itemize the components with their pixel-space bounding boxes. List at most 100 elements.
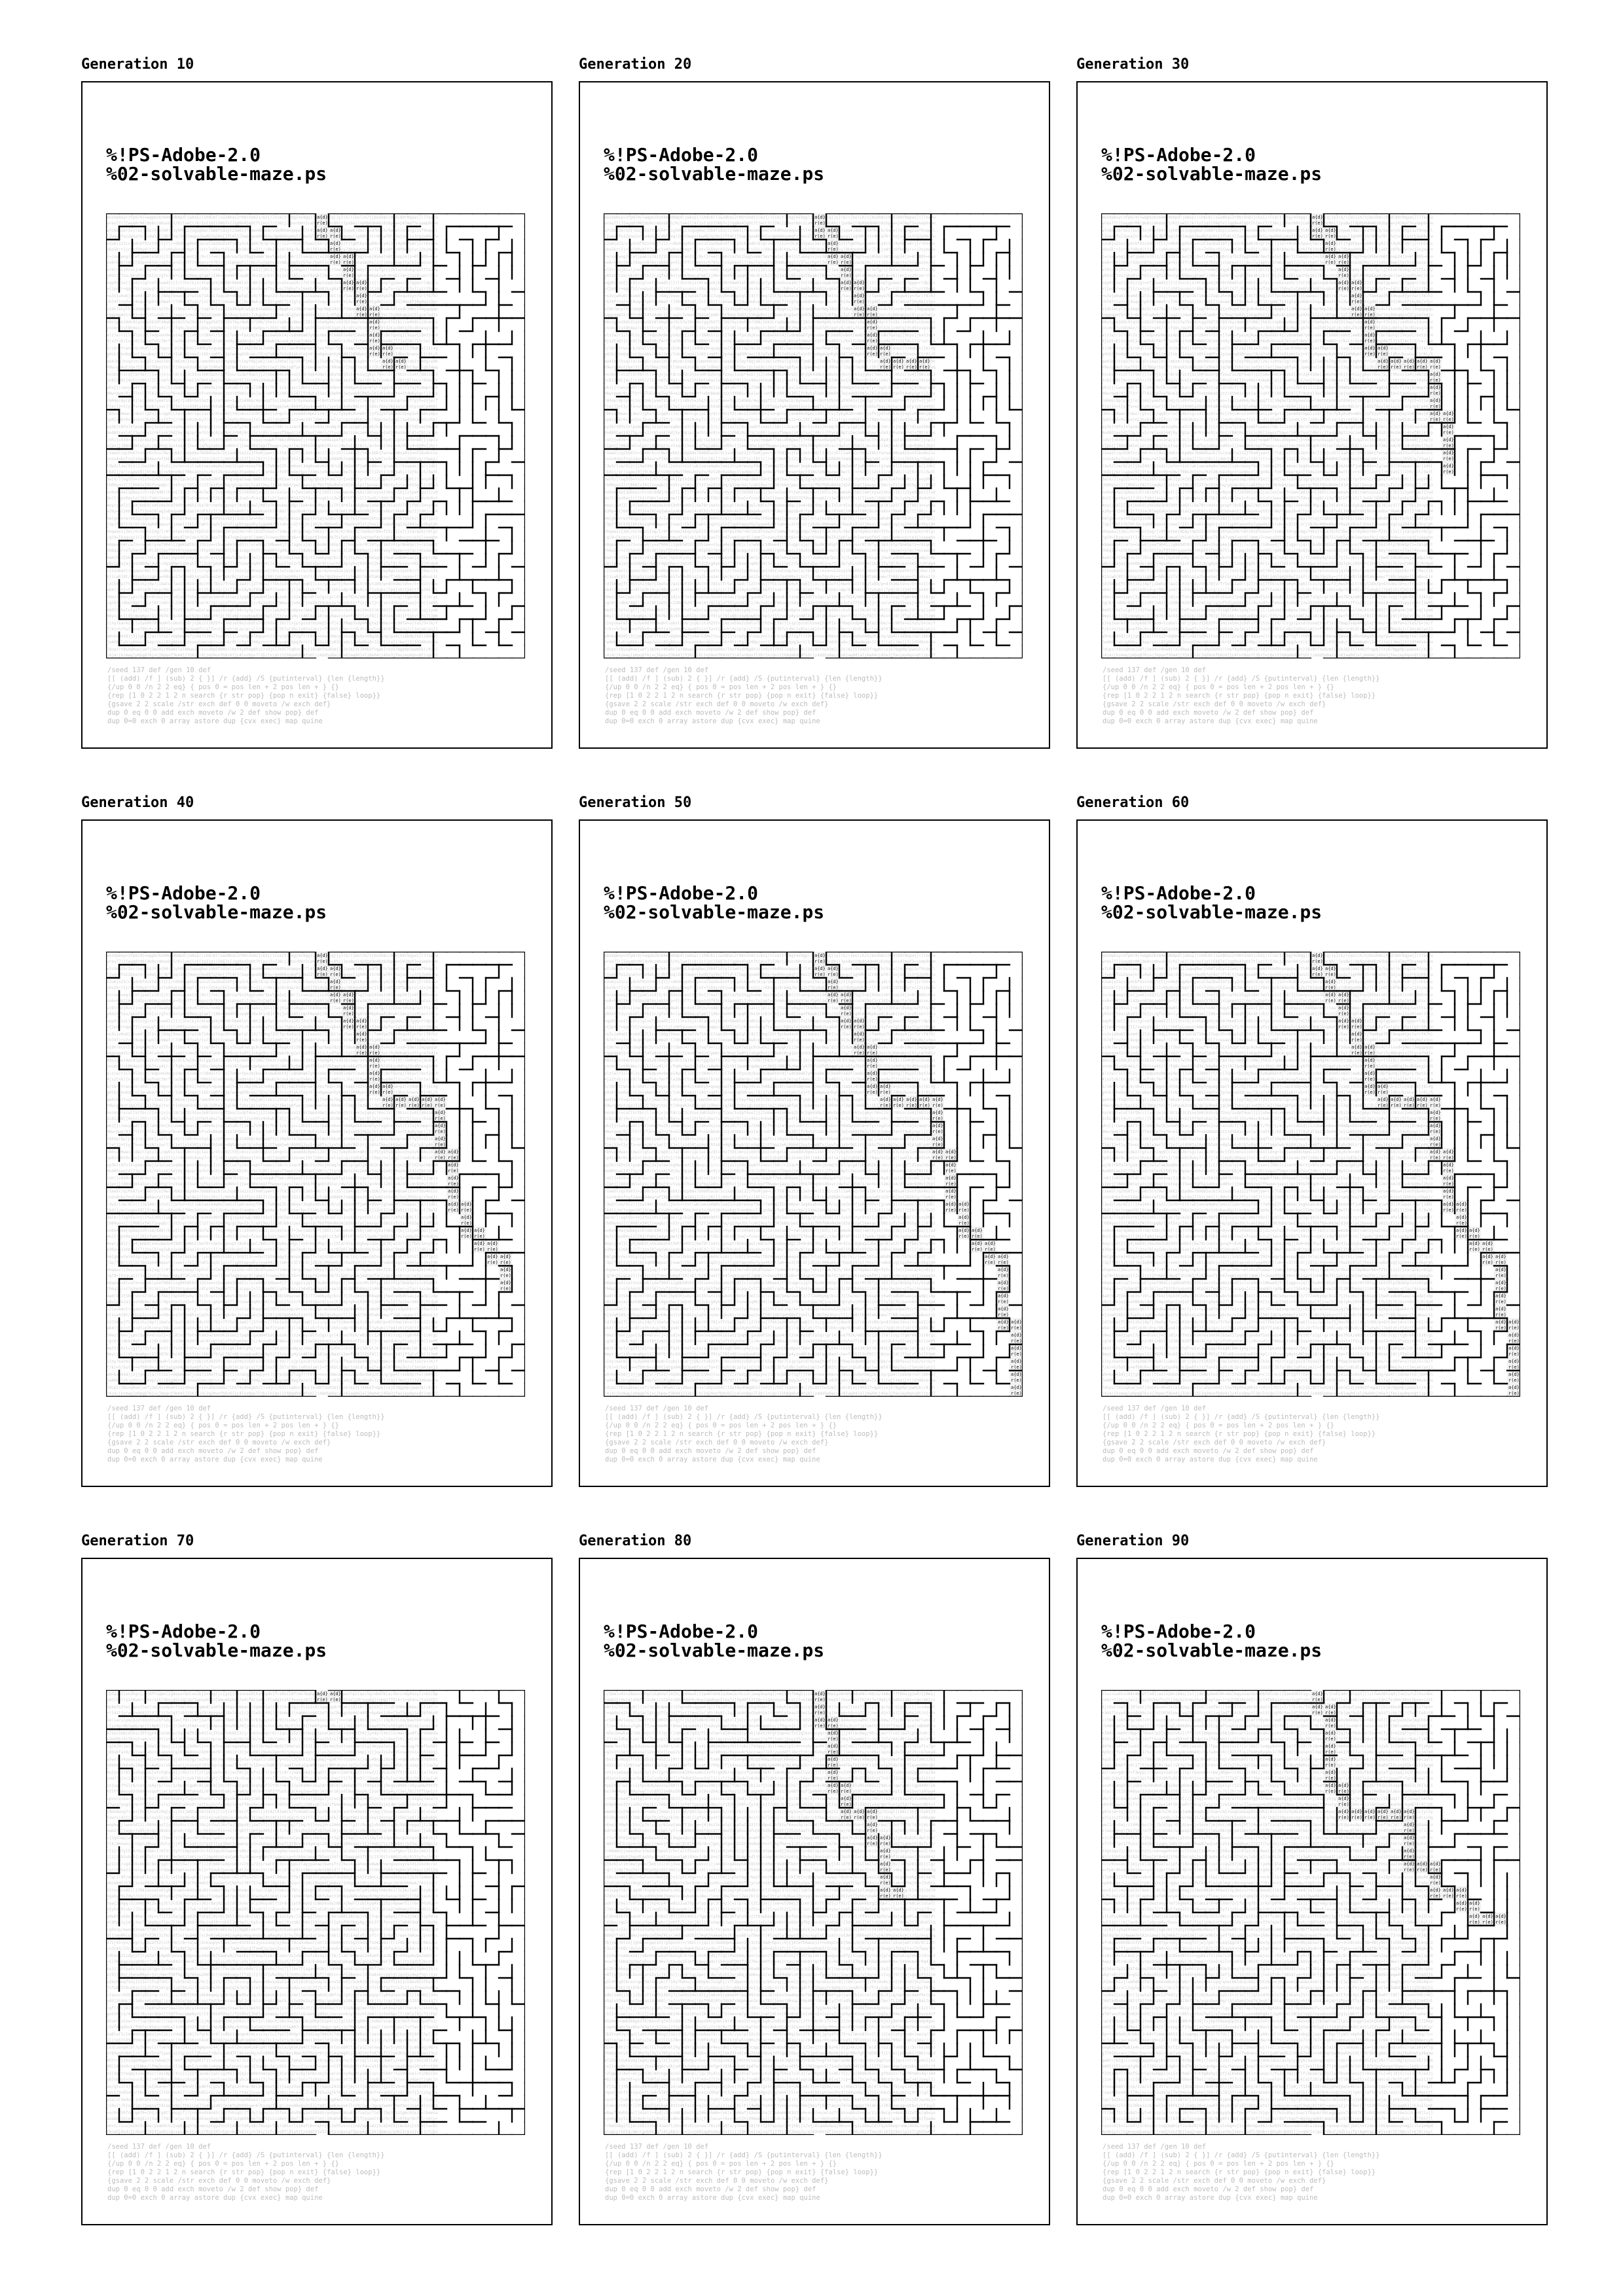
solution-cell-text: r(e)	[395, 1103, 407, 1108]
maze-background-text-line: 3wl0/]lsg555=rx]zfu{z05)[uqxek]{p(k{d}d[…	[107, 1215, 438, 1220]
maze-background-text-line: {d]562p{ft}45tihz}4p7jibwtw[7au[8v019rpd…	[107, 582, 438, 586]
maze-background-text-line: x{dn7ecyl5{o1mqkb8c5iro375sz}(5bd(47ly1/…	[604, 307, 936, 312]
solution-cell-text: r(e)	[1430, 404, 1441, 409]
maze-background-text-line: ig(6)1)dk6r8gt(jqcz)8t[n82{cc238e/k297ov…	[107, 1339, 438, 1344]
solution-cell-text: r(e)	[356, 1024, 367, 1030]
solution-cell	[1324, 226, 1337, 240]
maze-background-text-line: k}1cw0]8t/rkhsp2visg8ya=h8smo17v50v85iqj…	[107, 1313, 438, 1318]
maze-background-text-line: 3c81388[{4u{cczhh)/[5)cn67cy6gjuik=s{ih{…	[604, 378, 936, 383]
maze-background-text-line: )4j4/(kzmwp[p0pg876jxc]bpq=f3b44]{3}6(ki…	[1102, 653, 1433, 658]
solution-cell-text: a{d}	[330, 979, 341, 984]
solution-cell	[1429, 370, 1442, 384]
maze-background-text-line: y03stftzu/qkv0lnxtb]}c/gfx3rk=(ymm50macg…	[107, 1012, 438, 1016]
solution-cell-text: a{d}	[487, 1254, 498, 1259]
solution-cell-text: a{d}	[487, 1241, 498, 1246]
solution-cell	[329, 240, 342, 253]
maze-background-text-line: alz)w)r1ilc4l2sj}l7edpvmv9e1p14p5c{ixk/c…	[107, 1071, 438, 1076]
solution-cell-text: r(e)	[841, 273, 852, 278]
maze: mos9pmsy=3fpm74}=wqpbz6z64mddb8pd(jw8xp]…	[106, 213, 525, 658]
maze-background-text-line: 8od6hiwx}d]73g/ojv2/rmlsxk}hdjby]dgip/le…	[1102, 431, 1433, 435]
solution-cell	[381, 357, 394, 370]
maze-background-text-line: ul9)rnoj0zvij=e[(ky=d)4aa6pb4w8l8gr4v072…	[107, 268, 438, 272]
solution-cell-text: a{d}	[343, 1005, 354, 1011]
maze-background-text-line: 3c81388[{4u{cczhh)/[5)cn67cy6gjuik=s{ih{…	[1102, 378, 1433, 383]
solution-cell-text: a{d}	[1430, 359, 1441, 364]
maze-svg: mos9pmsy=3fpm74}=wqpbz6z64mddb8pd(jw8xp]…	[106, 952, 525, 1397]
maze-background-text-line: wres77(]{wyq0r08[do9ccmhosbj5/hilue{(/k(…	[107, 960, 438, 964]
solution-cell-text: r(e)	[474, 1247, 485, 1252]
maze-background-text-line: wres77(]{wyq0r08[do9ccmhosbj5/hilue{(/k(…	[604, 221, 936, 226]
maze-background-text-line: [kd1j/er)xapw19]]9(mw(g[=v98=o0wjf06o2m}…	[107, 1208, 438, 1213]
solution-cell-text: a{d}	[435, 1136, 446, 1141]
maze-background-text-line: )g[9=[kzqcaz}(]x[1rct2f=kmrzomyd7zh[ok3/…	[107, 535, 438, 540]
solution-cell	[368, 305, 381, 318]
solution-cell-text: a{d}	[1325, 241, 1336, 246]
solution-cell-text: r(e)	[893, 365, 904, 370]
solution-cell-text: a{d}	[841, 280, 852, 285]
maze-background-text-line: {d]562p{ft}45tihz}4p7jibwtw[7au[8v019rpd…	[1102, 582, 1433, 586]
solution-cell-text: r(e)	[409, 1103, 420, 1108]
solution-cell-text: r(e)	[435, 1142, 446, 1147]
solution-cell-text: r(e)	[828, 247, 839, 252]
maze-background-text-line: eb4({1n}=t)x=dtim3h)d=p/98ztyo4(tiu59vw0…	[107, 1326, 438, 1331]
solution-cell-text: r(e)	[1364, 338, 1376, 344]
postscript-source-footer: /seed 137 def /gen 10 def[[ (add) /f ] (…	[605, 666, 1024, 726]
maze-background-text-line: 4oycj6d]}[]y4jkmk9[xhkxbe3n8{9dt5a46h1[6…	[1102, 503, 1433, 508]
maze-background-text-line: )4j4/(kzmwp[p0pg876jxc]bpq=f3b44]{3}6(ki…	[604, 653, 936, 658]
solution-path: a{d}r(e)a{d}r(e)a{d}r(e)a{d}r(e)a{d}r(e)…	[813, 213, 931, 370]
solution-cell	[826, 240, 839, 253]
maze-background-text-line: ]3p]f3bltihlbt)bn1q0dhmqsutb}xwe{/{k[/d)…	[1102, 522, 1433, 527]
solution-cell-text: a{d}	[1338, 254, 1349, 259]
solution-cell-text: r(e)	[317, 234, 328, 239]
maze-background-text-line: v{}pd)r=qgg7}{/vwayglpo5j){i[sh05yuueozc…	[107, 1025, 438, 1030]
solution-cell-text: a{d}	[382, 359, 393, 364]
maze-background-text-line: 8myijqc{(d}cmoq6px)1[30976(tkc43ixut5zkc…	[1102, 614, 1433, 619]
maze-background-text-line: nqgpqgm31rm0}=dvxl4lu4s0/{{/)xq2c}cmud37…	[107, 313, 438, 317]
solution-cell	[1442, 462, 1455, 475]
ps-header-line-2: %02-solvable-maze.ps	[106, 901, 327, 923]
solution-cell	[368, 1056, 381, 1069]
solution-cell	[1337, 279, 1350, 292]
solution-cell-text: r(e)	[343, 998, 354, 1003]
solution-cell	[1337, 266, 1350, 279]
maze-background-text-line: 4oycj6d]}[]y4jkmk9[xhkxbe3n8{9dt5a46h1[6…	[604, 503, 936, 508]
solution-cell	[852, 305, 866, 318]
maze-background-text-line: mos9pmsy=3fpm74}=wqpbz6z64mddb8pd(jw8xp]…	[1102, 215, 1433, 220]
solution-cell-text: r(e)	[435, 1129, 446, 1134]
solution-cell	[316, 226, 329, 240]
maze-background-text-line: [h09yos1]([0h8lxf417inpqb/[lnt5ryr]0{sv{…	[1102, 483, 1433, 488]
solution-cell-text: r(e)	[1430, 417, 1441, 422]
maze-background-text-line: mos9pmsy=3fpm74}=wqpbz6z64mddb8pd(jw8xp]…	[107, 215, 438, 220]
footer-code-line: /seed 137 def /gen 10 def	[1103, 666, 1207, 674]
solution-cell-text: a{d}	[1312, 228, 1323, 233]
solution-cell-text: a{d}	[330, 992, 341, 997]
solution-cell	[1442, 423, 1455, 436]
solution-cell-text: r(e)	[330, 998, 341, 1003]
maze-background-text-line: 4ad(9j2{56nrvo)n7)9luf1fkk{{hp930juhy)p3…	[107, 1294, 438, 1299]
solution-cell	[826, 253, 839, 266]
maze-background-text-line: ox6=598]t6=z[42pxn8t6n)eb54{p=5}g5ff)t6m…	[107, 260, 438, 265]
solution-path: a{d}r(e)a{d}r(e)a{d}r(e)a{d}r(e)a{d}r(e)…	[316, 213, 407, 370]
generation-label: Generation 40	[81, 795, 194, 811]
solution-cell-text: r(e)	[343, 260, 354, 265]
solution-cell-text: r(e)	[1404, 365, 1415, 370]
solution-cell-text: r(e)	[448, 1181, 459, 1187]
maze-background-text-line: {=/xxzwog{k[etjpa6]x2d}{/2[s92m1wceo{3}j…	[1102, 255, 1433, 259]
maze-background-text-line: alz)w)r1ilc4l2sj}l7edpvmv9e1p14p5c{ixk/c…	[604, 333, 936, 338]
solution-cell-text: r(e)	[435, 1116, 446, 1121]
maze-background-text-line: k8qeavs4(ca7z=cezwk(yxef904iizg6khdt02}3…	[1102, 543, 1433, 547]
solution-cell-text: a{d}	[854, 293, 865, 298]
solution-cell	[368, 1083, 381, 1096]
solution-cell-text: r(e)	[1312, 221, 1323, 226]
maze-background-text-line: [kd1j/er)xapw19]]9(mw(g[=v98=o0wjf06o2m}…	[604, 470, 936, 475]
solution-cell-text: a{d}	[369, 332, 380, 338]
solution-cell-text: a{d}	[474, 1228, 485, 1233]
solution-cell	[329, 253, 342, 266]
solution-cell-text: a{d}	[867, 319, 878, 325]
maze-background-text-line: p8v[pdajajuash8bde(dwhj(4gs6hw=}zm}ut[j7…	[107, 562, 438, 566]
solution-cell-text: r(e)	[867, 325, 878, 331]
solution-cell	[329, 226, 342, 240]
solution-cell	[1442, 436, 1455, 449]
maze-background-text-line: zncmcd[ut8h4ez/i8{klt=y4{/(l/fq9s/pw3tb]…	[604, 326, 936, 331]
solution-cell	[879, 357, 892, 370]
